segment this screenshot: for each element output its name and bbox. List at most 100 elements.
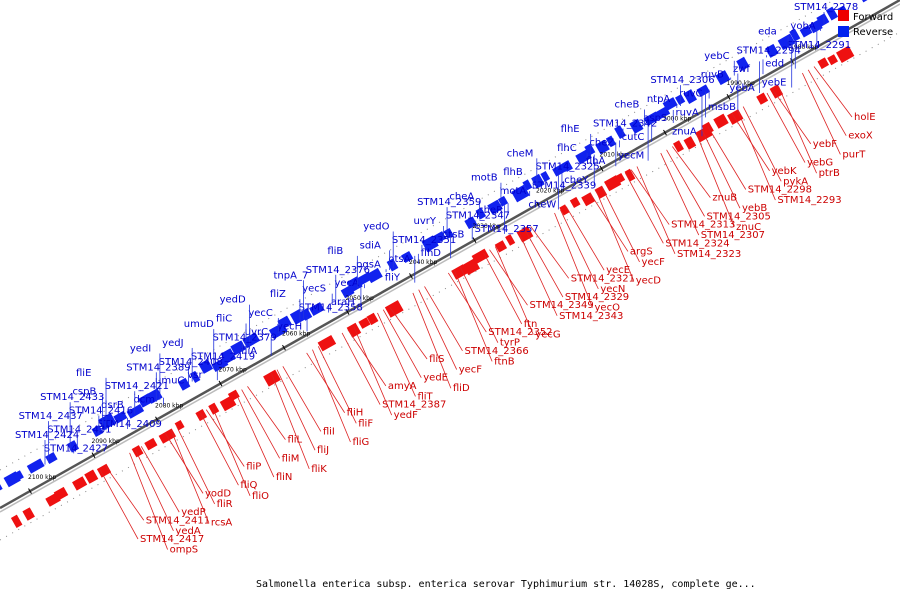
reverse-gene-label: yecC	[248, 308, 273, 319]
forward-label-leader	[630, 169, 670, 225]
forward-label-leader	[737, 109, 776, 201]
forward-gene-label: yebG	[807, 158, 833, 169]
forward-gene-label: STM14_2411	[146, 515, 210, 526]
legend-forward-swatch	[838, 10, 849, 21]
scale-tick-label: 2090 kbp	[92, 438, 120, 445]
scale-tick	[472, 237, 477, 244]
reverse-gene-label: yebC	[704, 51, 729, 62]
reverse-gene-label: otsA	[388, 254, 410, 265]
forward-gene-label: yebF	[813, 139, 837, 150]
forward-label-leader	[276, 369, 316, 451]
scale-ticks: 1980 kbp 1990 kbp 2000 kbp 2010 kbp 2020 kbp…	[28, 44, 818, 494]
scale-tick	[726, 93, 731, 100]
forward-gene-label: fliN	[276, 472, 293, 483]
forward-label-leader	[347, 329, 387, 387]
forward-label-leader	[211, 406, 251, 496]
forward-gene-label: argS	[630, 246, 653, 257]
forward-gene-feature	[84, 469, 99, 484]
genome-backbone-shadow	[0, 3, 900, 513]
forward-label-leader	[424, 286, 463, 352]
forward-gene-feature	[713, 113, 729, 129]
forward-gene-label: yecF	[459, 365, 483, 376]
reverse-gene-label: ruvC	[679, 89, 702, 100]
reverse-gene-label: STM14_2431	[47, 424, 111, 435]
forward-label-leader	[624, 172, 664, 244]
forward-gene-label: STM14_2329	[565, 292, 629, 303]
reverse-gene-feature	[113, 410, 128, 424]
reverse-gene-label: cheW	[528, 199, 556, 210]
forward-gene-feature	[569, 196, 581, 209]
reverse-gene-feature	[816, 13, 830, 27]
reverse-gene-label: cutC	[622, 132, 645, 143]
forward-label-leader	[772, 89, 812, 145]
scale-tick-label: 1990 kbp	[727, 80, 755, 87]
reverse-gene-feature	[662, 97, 678, 111]
reverse-gene-feature	[789, 28, 801, 42]
scale-tick	[91, 452, 96, 459]
reverse-gene-label: dcm	[133, 395, 155, 406]
legend-reverse-label: Reverse	[853, 27, 893, 38]
forward-label-leader	[412, 292, 452, 389]
forward-gene-label: fliM	[282, 453, 300, 464]
reverse-gene-feature	[189, 370, 201, 383]
forward-label-leader	[453, 269, 493, 362]
reverse-gene-feature	[715, 70, 731, 86]
forward-label-leader	[312, 349, 351, 443]
forward-label-leader	[494, 246, 534, 335]
forward-gene-feature	[769, 84, 784, 99]
forward-label-leader	[660, 152, 700, 236]
forward-gene-label: purT	[842, 149, 866, 160]
scale-tick	[218, 380, 223, 387]
forward-gene-label: fliL	[287, 435, 302, 446]
reverse-gene-feature	[464, 216, 478, 230]
reverse-gene-feature	[277, 315, 292, 330]
forward-gene-feature	[494, 240, 508, 253]
reverse-gene-feature	[862, 0, 868, 3]
reverse-gene-feature	[0, 484, 3, 491]
forward-gene-label: STM14_2321	[571, 273, 635, 284]
reverse-gene-label: STM14_2294	[737, 45, 801, 56]
forward-gene-label: yebB	[742, 203, 767, 214]
forward-label-leader	[778, 86, 817, 174]
forward-gene-label: ompS	[170, 545, 199, 556]
forward-gene-label: STM14_2298	[748, 184, 812, 195]
forward-label-leader	[742, 106, 782, 182]
reverse-gene-label: flhD	[421, 248, 442, 259]
forward-gene-label: fliQ	[240, 480, 257, 491]
forward-gene-feature	[451, 264, 468, 280]
forward-gene-label: fliT	[417, 391, 433, 402]
forward-label-leader	[247, 386, 286, 440]
forward-gene-feature	[756, 92, 769, 105]
reverse-gene-feature	[696, 84, 711, 97]
forward-gene-label: STM14_2352	[488, 327, 552, 338]
forward-gene-feature	[836, 45, 855, 63]
forward-gene-label: amyA	[388, 381, 417, 392]
forward-label-leader	[282, 366, 322, 432]
reverse-gene-label: STM14_2306	[650, 75, 714, 86]
forward-label-leader	[524, 229, 564, 298]
forward-label-leader	[695, 132, 735, 228]
forward-gene-feature	[358, 317, 371, 329]
scale-tick	[345, 308, 350, 315]
forward-label-leader	[418, 289, 458, 370]
forward-gene-label: yecG	[535, 329, 560, 340]
reverse-gene-label: uvrY	[414, 216, 437, 227]
forward-label-leader	[601, 186, 640, 263]
forward-gene-label: yebK	[772, 166, 797, 177]
scale-tick-label: 2100 kbp	[28, 474, 56, 481]
forward-gene-feature	[505, 234, 516, 246]
forward-gene-label: fliO	[252, 491, 269, 502]
reverse-gene-label: STM14_2421	[105, 381, 169, 392]
reverse-gene-feature	[595, 139, 610, 155]
forward-label-leader	[235, 392, 275, 478]
reverse-gene-label: pgsA	[356, 259, 381, 270]
forward-label-leader	[483, 252, 523, 325]
forward-label-leader	[565, 206, 605, 271]
forward-gene-label: fliJ	[317, 445, 329, 456]
reverse-gene-label: uvrC	[245, 327, 268, 338]
scale-tick-label: 2060 kbp	[282, 331, 310, 338]
reverse-gene-label: fliB	[327, 246, 343, 257]
forward-label-leader	[554, 212, 593, 308]
forward-label-leader	[135, 449, 174, 532]
forward-gene-feature	[727, 109, 744, 125]
